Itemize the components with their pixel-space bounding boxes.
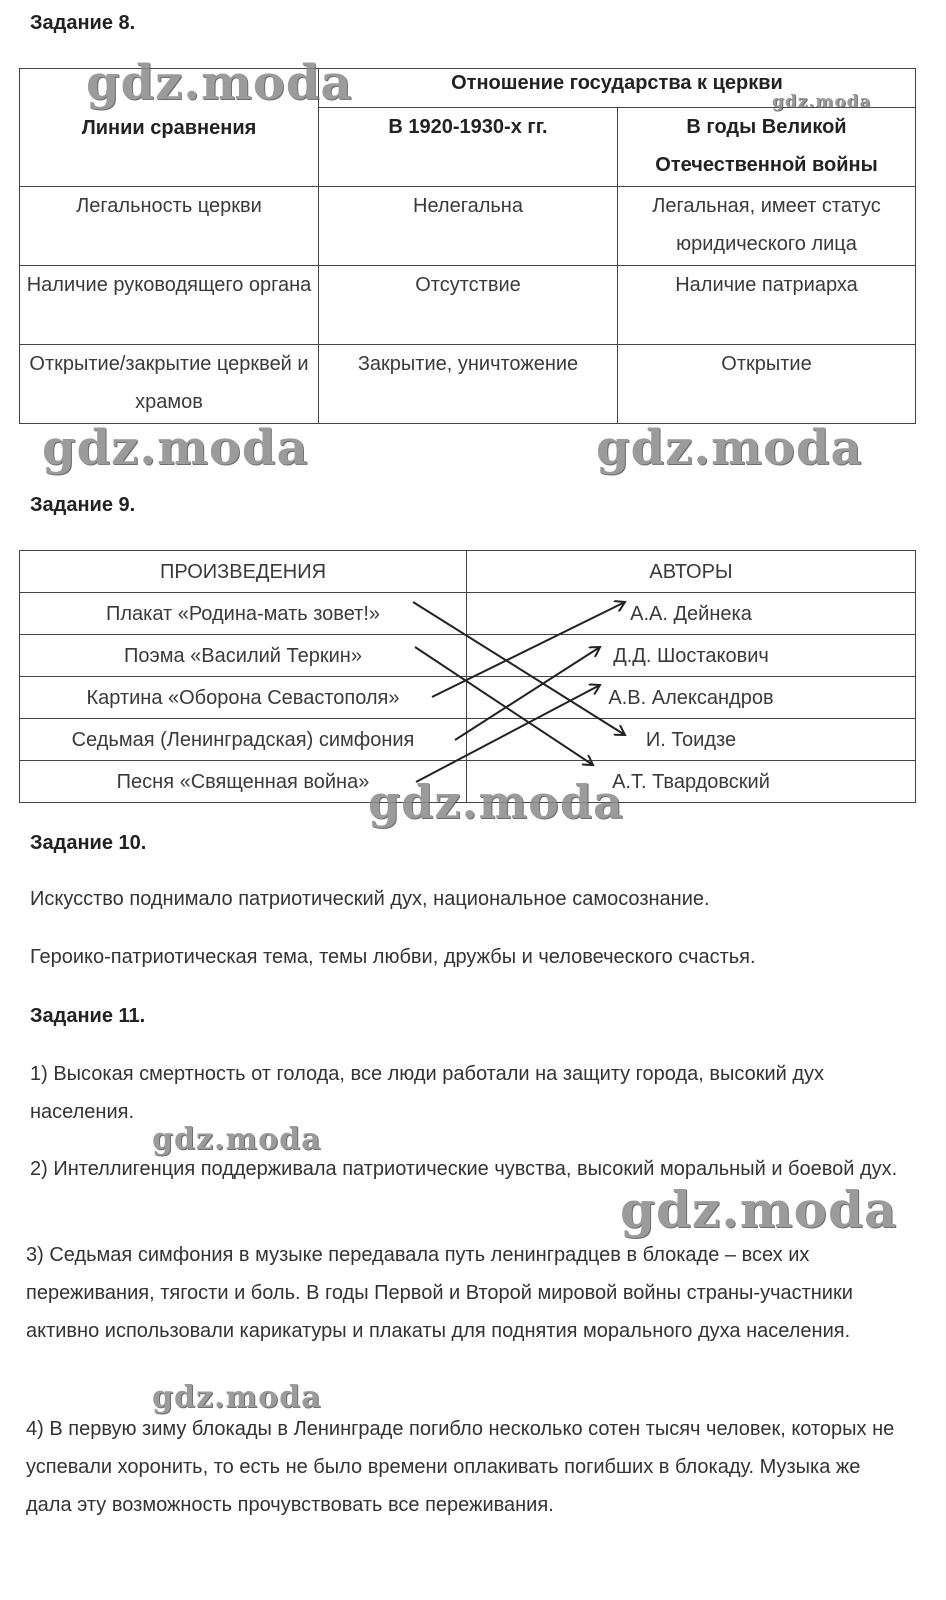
header-col2: В годы Великой Отечественной войны — [617, 107, 916, 187]
cell: Наличие патриарха — [617, 265, 916, 345]
table-row: Плакат «Родина-мать зовет!» А.А. Дейнека — [19, 592, 916, 635]
task10-heading: Задание 10. — [30, 832, 147, 854]
task8-heading: Задание 8. — [30, 12, 136, 34]
answer-item: 3) Седьмая симфония в музыке передавала … — [26, 1244, 853, 1342]
cell: Отсутствие — [318, 265, 618, 345]
watermark-logo: gdz.moda — [772, 92, 872, 112]
author: А.А. Дейнека — [466, 592, 916, 635]
arrow-poster-toidze — [412, 601, 625, 735]
matching-table: ПРОИЗВЕДЕНИЯ АВТОРЫ Плакат «Родина-мать з… — [19, 550, 916, 803]
table-row: Седьмая (Ленинградская) симфония И. Тоидз… — [19, 718, 916, 761]
table-row: Наличие руководящего органа Отсутствие Нал… — [19, 265, 916, 345]
watermark-logo: gdz.moda — [42, 420, 309, 476]
header-authors: АВТОРЫ — [466, 550, 916, 593]
answer-item: 4) В первую зиму блокады в Ленинграде по… — [26, 1418, 895, 1516]
task11-heading: Задание 11. — [30, 1005, 146, 1027]
answer-item: 1) Высокая смертность от голода, все люд… — [30, 1063, 825, 1123]
cell: Нелегальна — [318, 186, 618, 266]
cell: Легальная, имеет статус юридического лиц… — [617, 186, 916, 266]
author: И. Тоидзе — [466, 718, 916, 761]
work: Поэма «Василий Теркин» — [19, 634, 467, 677]
church-comparison-table: Линии сравнения Отношение государства к … — [19, 68, 916, 424]
cell: Легальность церкви — [19, 186, 319, 266]
cell: Закрытие, уничтожение — [318, 344, 618, 424]
watermark-logo: gdz.moda — [152, 1380, 322, 1415]
header-works: ПРОИЗВЕДЕНИЯ — [19, 550, 467, 593]
header-col1: В 1920-1930-х гг. — [318, 107, 618, 187]
table-row: Открытие/закрытие церквей и храмов Закрыт… — [19, 344, 916, 424]
header-group: Отношение государства к церкви — [318, 68, 916, 108]
arrow-symphony-shostakovich — [454, 647, 600, 741]
header-criteria: Линии сравнения — [19, 68, 319, 187]
arrow-painting-deineka — [431, 602, 625, 698]
cell: Наличие руководящего органа — [19, 265, 319, 345]
work: Плакат «Родина-мать зовет!» — [19, 592, 467, 635]
task9-heading: Задание 9. — [30, 494, 136, 516]
work: Песня «Священная война» — [19, 760, 467, 803]
watermark-logo: gdz.moda — [152, 1122, 322, 1157]
work: Седьмая (Ленинградская) симфония — [19, 718, 467, 761]
watermark-logo: gdz.moda — [596, 420, 863, 476]
paragraph: Героико-патриотическая тема, темы любви,… — [30, 946, 756, 968]
watermark-logo: gdz.moda — [368, 775, 624, 829]
arrow-poem-tvardovsky — [414, 646, 593, 765]
arrow-song-alexandrov — [415, 685, 600, 783]
watermark-logo: gdz.moda — [86, 55, 353, 111]
author: А.Т. Твардовский — [466, 760, 916, 803]
paragraph: Искусство поднимало патриотический дух, … — [30, 888, 710, 910]
answer-item: 2) Интеллигенция поддерживала патриотиче… — [30, 1158, 898, 1180]
watermark-logo: gdz.moda — [620, 1180, 898, 1239]
table-row: Легальность церкви Нелегальна Легальная, и… — [19, 186, 916, 266]
table-row: Поэма «Василий Теркин» Д.Д. Шостакович — [19, 634, 916, 677]
cell: Открытие — [617, 344, 916, 424]
table-row: Песня «Священная война» А.Т. Твардовский — [19, 760, 916, 803]
cell: Открытие/закрытие церквей и храмов — [19, 344, 319, 424]
